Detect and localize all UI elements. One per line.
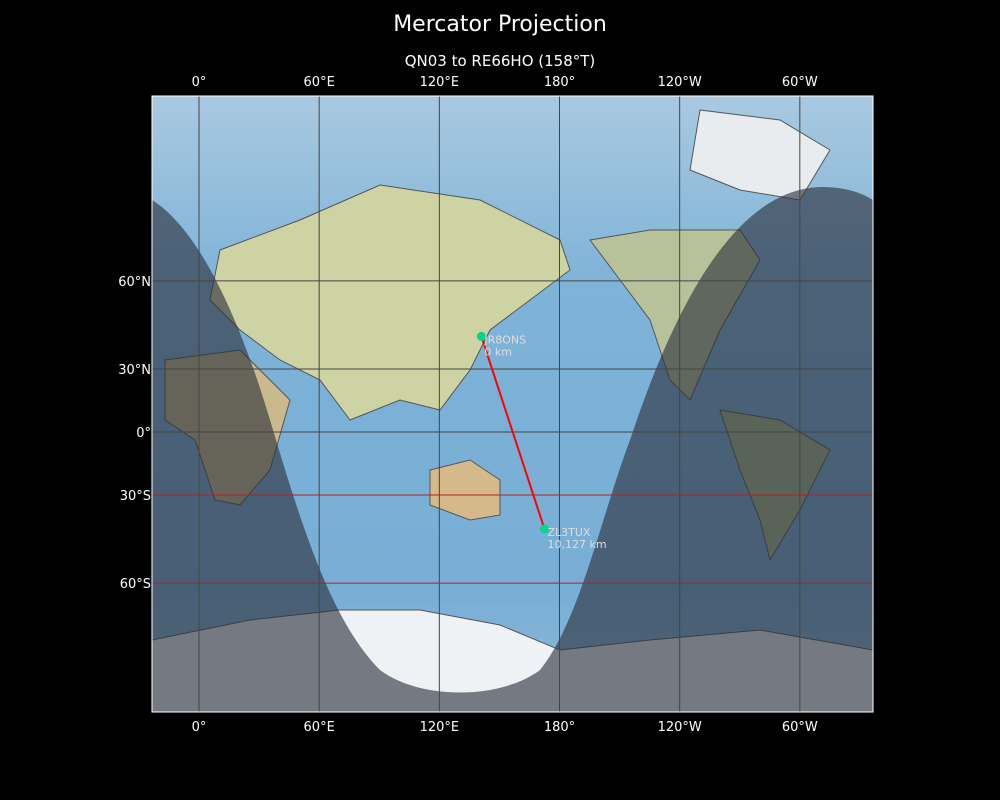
- lon-tick-label-bottom: 120°E: [420, 720, 460, 735]
- lat-tick-label: 60°S: [120, 577, 151, 592]
- station-marker[interactable]: [476, 331, 486, 341]
- lon-tick-label-top: 60°E: [304, 75, 335, 90]
- lat-tick-label: 30°S: [120, 489, 151, 504]
- lat-tick-label: 0°: [136, 426, 151, 441]
- map-frame: [151, 95, 874, 713]
- lon-tick-label-top: 120°E: [420, 75, 460, 90]
- axis-ticks: 0° 0° 60°E 60°E 120°E 120°E 180° 180° 120°W 120°W…: [118, 75, 818, 735]
- night-shading: [152, 187, 873, 712]
- lon-tick-label-top: 120°W: [658, 75, 702, 90]
- lon-tick-label-top: 180°: [544, 75, 575, 90]
- figure-title: Mercator Projection: [393, 12, 607, 37]
- station-marker[interactable]: [539, 524, 549, 534]
- lat-tick-label: 30°N: [118, 363, 151, 378]
- great-circle-path: [480, 336, 546, 530]
- station-distance: 10,127 km: [547, 538, 606, 551]
- station-callsign: JR8ONS: [483, 333, 526, 346]
- lon-tick-label-top: 60°W: [782, 75, 818, 90]
- map-subtitle: QN03 to RE66HO (158°T): [404, 52, 596, 70]
- lon-tick-label-top: 0°: [192, 75, 207, 90]
- lon-tick-label-bottom: 0°: [192, 720, 207, 735]
- lon-tick-label-bottom: 180°: [544, 720, 575, 735]
- lon-tick-label-bottom: 60°E: [304, 720, 335, 735]
- graticule: [152, 96, 873, 712]
- lon-tick-label-bottom: 120°W: [658, 720, 702, 735]
- lat-tick-label: 60°N: [118, 275, 151, 290]
- station-callsign: ZL3TUX: [547, 526, 590, 539]
- lon-tick-label-bottom: 60°W: [782, 720, 818, 735]
- station-distance: 0 km: [484, 345, 512, 358]
